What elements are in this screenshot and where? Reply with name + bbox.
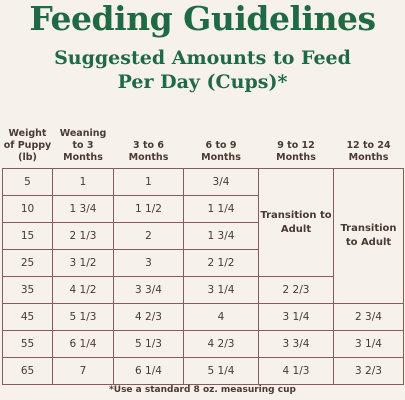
header-9-12-months: 9 to 12 Months [276,140,316,163]
cell-weaning: 1 3/4 [52,195,114,223]
page-title: Feeding Guidelines [29,0,376,38]
cell-weaning: 6 1/4 [52,330,114,358]
cell-12-24: 3 2/3 [333,357,404,385]
cell-weaning: 4 1/2 [52,276,114,304]
table-row: 65 7 6 1/4 5 1/4 4 1/3 3 2/3 [2,357,404,385]
cell-6-9: 4 [183,303,259,331]
cell-6-9: 4 2/3 [183,330,259,358]
cell-9-12: 3 3/4 [258,330,334,358]
cell-6-9: 2 1/2 [183,249,259,277]
cell-6-9: 5 1/4 [183,357,259,385]
cell-12-24: 2 3/4 [333,303,404,331]
subtitle-line-1: Suggested Amounts to Feed [54,47,351,69]
cell-12-24-transition: Transition to Adult [333,168,404,304]
table-row: 25 3 1/2 3 2 1/2 [2,249,404,277]
cell-weight: 35 [2,276,53,304]
header-3-6-months: 3 to 6 Months [128,140,169,163]
cell-9-12-transition: Transition to Adult [258,168,334,277]
cell-3-6: 5 1/3 [113,330,184,358]
footnote: *Use a standard 8 oz. measuring cup [109,385,296,395]
cell-9-12: 2 2/3 [258,276,334,304]
cell-6-9: 1 1/4 [183,195,259,223]
cell-6-9: 3 1/4 [183,276,259,304]
cell-weight: 10 [2,195,53,223]
cell-weaning: 2 1/3 [52,222,114,250]
cell-weaning: 3 1/2 [52,249,114,277]
cell-weaning: 7 [52,357,114,385]
feeding-table: Weight of Puppy (lb) Weaning to 3 Months… [2,124,404,385]
cell-weaning: 1 [52,168,114,196]
cell-6-9: 3/4 [183,168,259,196]
cell-weight: 55 [2,330,53,358]
table-row: 10 1 3/4 1 1/2 1 1/4 [2,195,404,223]
cell-weight: 15 [2,222,53,250]
cell-3-6: 2 [113,222,184,250]
table-row: 45 5 1/3 4 2/3 4 3 1/4 2 3/4 [2,303,404,331]
cell-3-6: 4 2/3 [113,303,184,331]
cell-6-9: 1 3/4 [183,222,259,250]
cell-9-12: 3 1/4 [258,303,334,331]
header-12-24-months: 12 to 24 Months [346,140,391,163]
cell-3-6: 1 1/2 [113,195,184,223]
cell-3-6: 3 3/4 [113,276,184,304]
page-subtitle: Suggested Amounts to Feed Per Day (Cups)… [0,46,405,94]
table-row: 35 4 1/2 3 3/4 3 1/4 2 2/3 [2,276,404,304]
header-row: Weight of Puppy (lb) Weaning to 3 Months… [3,124,404,169]
cell-12-24: 3 1/4 [333,330,404,358]
header-weaning: Weaning to 3 Months [59,128,107,163]
cell-9-12: 4 1/3 [258,357,334,385]
cell-3-6: 1 [113,168,184,196]
header-6-9-months: 6 to 9 Months [201,140,241,163]
cell-3-6: 6 1/4 [113,357,184,385]
table-row: 15 2 1/3 2 1 3/4 [2,222,404,250]
cell-weaning: 5 1/3 [52,303,114,331]
cell-weight: 65 [2,357,53,385]
subtitle-line-2: Per Day (Cups)* [117,71,288,93]
header-weight: Weight of Puppy (lb) [3,128,52,163]
table-row: 5 1 1 3/4 Transition to Adult Transition… [2,168,404,304]
cell-weight: 45 [2,303,53,331]
cell-weight: 25 [2,249,53,277]
table-row: 55 6 1/4 5 1/3 4 2/3 3 3/4 3 1/4 [2,330,404,358]
cell-3-6: 3 [113,249,184,277]
cell-weight: 5 [2,168,53,196]
